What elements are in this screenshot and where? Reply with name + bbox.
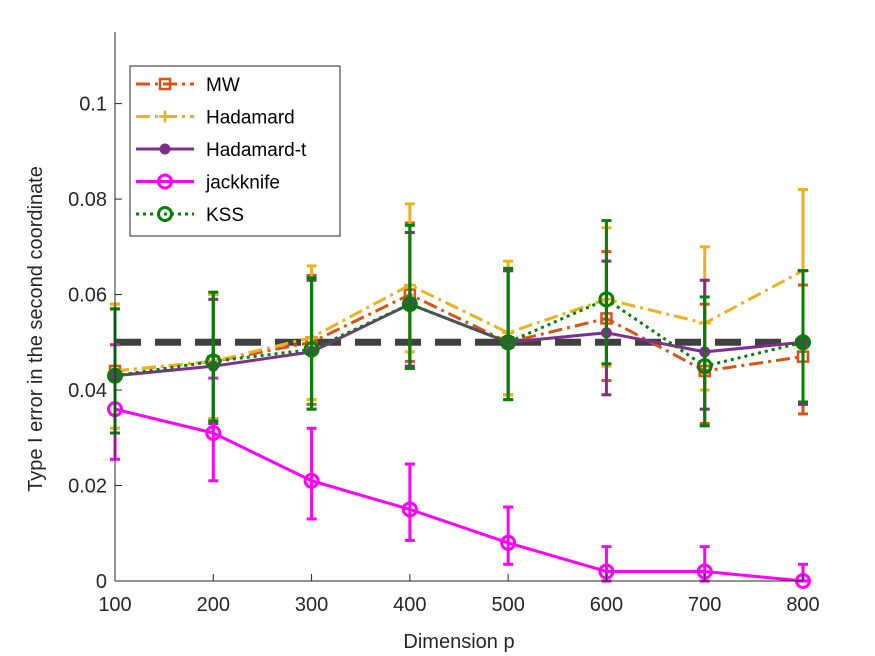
x-tick-label: 200 bbox=[197, 594, 230, 616]
legend-item-jackknife-label: jackknife bbox=[205, 173, 280, 194]
legend-item-hadamard-t-label: Hadamard-t bbox=[206, 140, 307, 161]
series-kss-marker bbox=[303, 341, 320, 358]
series-jackknife-line bbox=[114, 407, 804, 583]
series-kss-error-bar bbox=[503, 266, 514, 402]
x-tick-label: 800 bbox=[786, 594, 819, 616]
series-kss-error-bar bbox=[699, 295, 710, 428]
x-tick-label: 100 bbox=[98, 594, 131, 616]
legend-item-jackknife: jackknife bbox=[136, 173, 280, 194]
y-tick-label: 0 bbox=[96, 571, 107, 593]
series-jackknife-marker bbox=[205, 425, 222, 442]
series-kss-marker bbox=[795, 334, 811, 351]
series-hadamard-line bbox=[114, 269, 804, 373]
series-kss-marker bbox=[500, 334, 517, 351]
legend-item-mw-marker bbox=[158, 77, 172, 91]
series-kss-marker bbox=[696, 358, 713, 375]
x-axis-label: Dimension p bbox=[403, 631, 514, 653]
x-tick-label: 300 bbox=[295, 594, 328, 616]
legend-item-hadamard-t: Hadamard-t bbox=[136, 140, 307, 161]
series-jackknife-marker bbox=[303, 472, 320, 489]
legend-item-jackknife-marker bbox=[157, 173, 173, 190]
legend-item-hadamard-marker bbox=[159, 110, 171, 123]
x-tick-label: 700 bbox=[688, 594, 721, 616]
series-jackknife-marker bbox=[500, 534, 517, 551]
y-tick-label: 0.06 bbox=[68, 285, 107, 307]
series-kss-line bbox=[114, 297, 804, 378]
x-tick-label: 600 bbox=[590, 594, 623, 616]
x-tick-label: 500 bbox=[491, 594, 524, 616]
series-kss-error-bar bbox=[208, 290, 219, 423]
legend-item-kss-marker bbox=[157, 206, 173, 222]
legend-item-kss-label: KSS bbox=[206, 205, 244, 226]
legend-item-mw: MW bbox=[136, 75, 240, 96]
y-tick-label: 0.1 bbox=[79, 94, 107, 116]
series-kss-marker bbox=[205, 353, 222, 370]
y-tick-label: 0.08 bbox=[68, 189, 107, 211]
legend-item-hadamard-t-marker bbox=[159, 143, 171, 155]
legend-item-hadamard-label: Hadamard bbox=[206, 108, 295, 129]
legend-item-kss: KSS bbox=[136, 205, 244, 226]
y-tick-label: 0.04 bbox=[68, 380, 107, 402]
series-kss-marker bbox=[401, 296, 418, 313]
legend-item-mw-label: MW bbox=[206, 75, 240, 96]
series-jackknife-marker bbox=[401, 501, 418, 518]
y-tick-label: 0.02 bbox=[68, 476, 107, 498]
x-tick-label: 400 bbox=[393, 594, 426, 616]
legend-item-hadamard: Hadamard bbox=[136, 108, 295, 129]
series-kss-marker bbox=[598, 291, 615, 308]
y-axis-label: Type I error in the second coordinate bbox=[25, 166, 47, 492]
